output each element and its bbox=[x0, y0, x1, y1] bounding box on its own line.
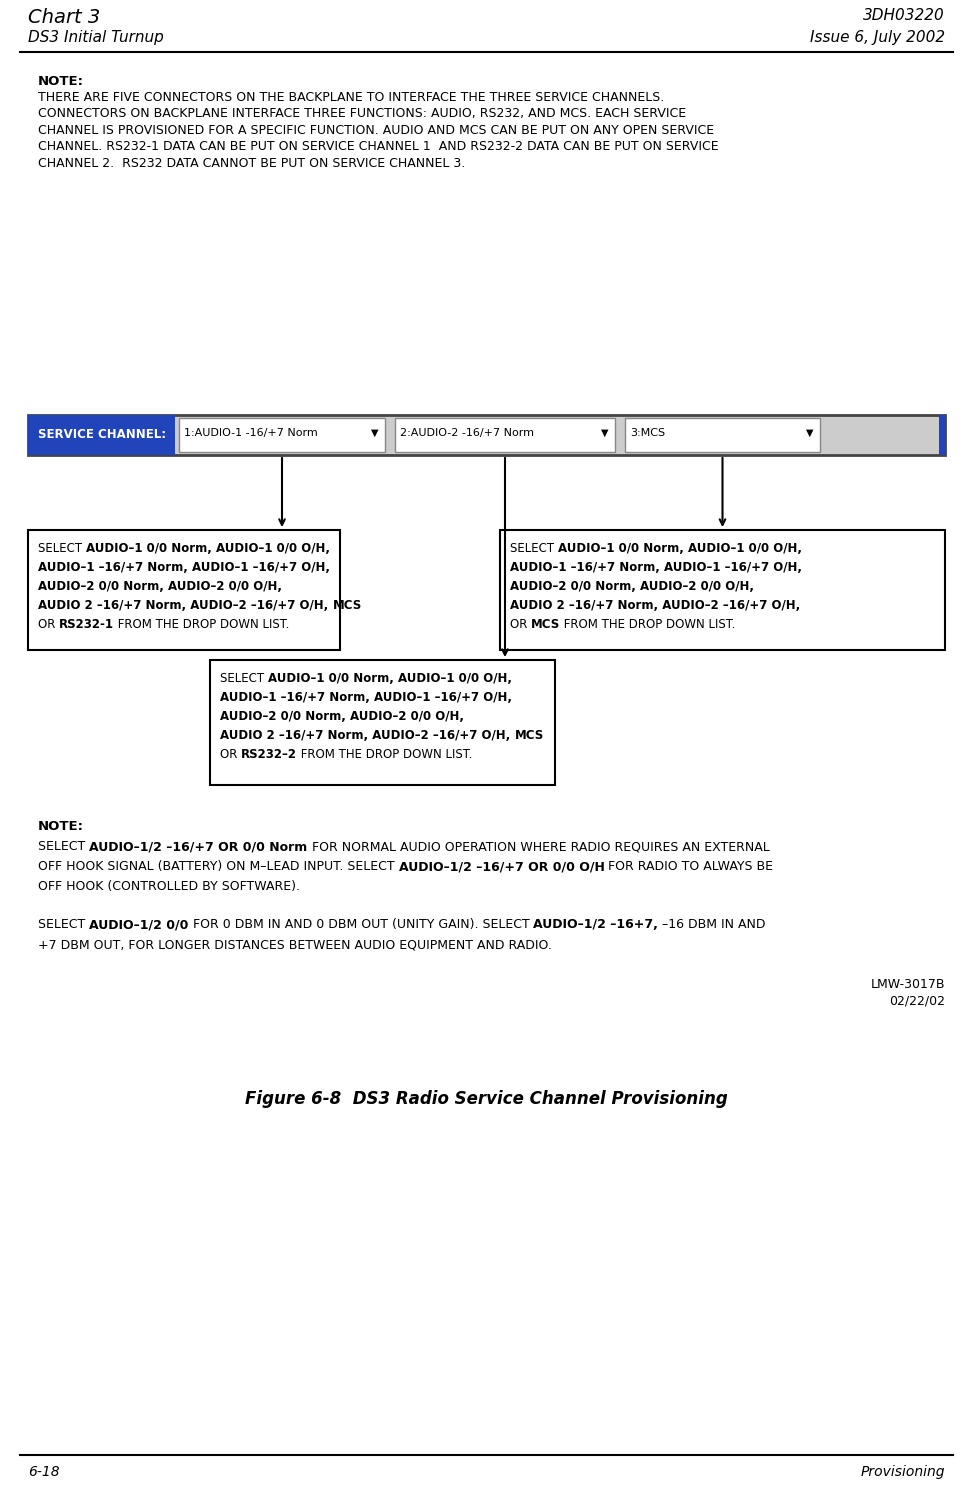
Text: FOR 0 DBM IN AND 0 DBM OUT (UNITY GAIN). SELECT: FOR 0 DBM IN AND 0 DBM OUT (UNITY GAIN).… bbox=[189, 918, 533, 932]
Text: FOR NORMAL AUDIO OPERATION WHERE RADIO REQUIRES AN EXTERNAL: FOR NORMAL AUDIO OPERATION WHERE RADIO R… bbox=[307, 841, 770, 853]
Text: OR: OR bbox=[220, 748, 241, 761]
Text: AUDIO 2 –16/+7 Norm, AUDIO–2 –16/+7 O/H,: AUDIO 2 –16/+7 Norm, AUDIO–2 –16/+7 O/H, bbox=[510, 599, 800, 612]
Text: 2:AUDIO-2 -16/+7 Norm: 2:AUDIO-2 -16/+7 Norm bbox=[400, 428, 534, 437]
Text: FROM THE DROP DOWN LIST.: FROM THE DROP DOWN LIST. bbox=[114, 618, 290, 632]
Text: +7 DBM OUT, FOR LONGER DISTANCES BETWEEN AUDIO EQUIPMENT AND RADIO.: +7 DBM OUT, FOR LONGER DISTANCES BETWEEN… bbox=[38, 938, 552, 951]
Text: AUDIO–1 –16/+7 Norm, AUDIO–1 –16/+7 O/H,: AUDIO–1 –16/+7 Norm, AUDIO–1 –16/+7 O/H, bbox=[38, 561, 330, 573]
Text: ▼: ▼ bbox=[601, 428, 608, 437]
Bar bbox=[625, 418, 820, 452]
Text: AUDIO–1 –16/+7 Norm, AUDIO–1 –16/+7 O/H,: AUDIO–1 –16/+7 Norm, AUDIO–1 –16/+7 O/H, bbox=[510, 561, 802, 573]
Text: AUDIO–1/2 –16/+7 OR 0/0 Norm: AUDIO–1/2 –16/+7 OR 0/0 Norm bbox=[90, 841, 307, 853]
Text: SELECT: SELECT bbox=[510, 542, 558, 555]
Text: THERE ARE FIVE CONNECTORS ON THE BACKPLANE TO INTERFACE THE THREE SERVICE CHANNE: THERE ARE FIVE CONNECTORS ON THE BACKPLA… bbox=[38, 91, 719, 170]
Text: MCS: MCS bbox=[333, 599, 362, 612]
Text: OR: OR bbox=[510, 618, 531, 632]
Bar bbox=[500, 530, 945, 649]
Text: SERVICE CHANNEL:: SERVICE CHANNEL: bbox=[38, 428, 166, 440]
Text: SELECT: SELECT bbox=[38, 542, 86, 555]
Text: SELECT: SELECT bbox=[38, 841, 90, 853]
Text: AUDIO–1 0/0 Norm, AUDIO–1 0/0 O/H,: AUDIO–1 0/0 Norm, AUDIO–1 0/0 O/H, bbox=[268, 672, 512, 685]
Text: OFF HOOK (CONTROLLED BY SOFTWARE).: OFF HOOK (CONTROLLED BY SOFTWARE). bbox=[38, 879, 300, 893]
Text: MCS: MCS bbox=[515, 729, 544, 742]
Text: AUDIO–1/2 –16+7,: AUDIO–1/2 –16+7, bbox=[533, 918, 659, 932]
Bar bbox=[939, 415, 945, 455]
Text: SELECT: SELECT bbox=[38, 918, 90, 932]
Text: RS232–2: RS232–2 bbox=[241, 748, 297, 761]
Bar bbox=[395, 418, 615, 452]
Text: SELECT: SELECT bbox=[220, 672, 268, 685]
Bar bbox=[28, 530, 340, 649]
Text: Issue 6, July 2002: Issue 6, July 2002 bbox=[810, 30, 945, 45]
Text: 3:MCS: 3:MCS bbox=[630, 428, 666, 437]
Text: AUDIO 2 –16/+7 Norm, AUDIO–2 –16/+7 O/H,: AUDIO 2 –16/+7 Norm, AUDIO–2 –16/+7 O/H, bbox=[38, 599, 333, 612]
Text: AUDIO–1/2 –16/+7 OR 0/0 O/H: AUDIO–1/2 –16/+7 OR 0/0 O/H bbox=[399, 860, 604, 873]
Text: LMW-3017B
02/22/02: LMW-3017B 02/22/02 bbox=[871, 978, 945, 1008]
Bar bbox=[28, 415, 34, 455]
Text: AUDIO–1 0/0 Norm, AUDIO–1 0/0 O/H,: AUDIO–1 0/0 Norm, AUDIO–1 0/0 O/H, bbox=[86, 542, 330, 555]
Bar bbox=[28, 415, 945, 455]
Text: Provisioning: Provisioning bbox=[860, 1465, 945, 1480]
Text: DS3 Initial Turnup: DS3 Initial Turnup bbox=[28, 30, 163, 45]
Text: FROM THE DROP DOWN LIST.: FROM THE DROP DOWN LIST. bbox=[560, 618, 736, 632]
Text: 3DH03220: 3DH03220 bbox=[863, 7, 945, 22]
Text: ▼: ▼ bbox=[371, 428, 378, 437]
Text: OFF HOOK SIGNAL (BATTERY) ON M–LEAD INPUT. SELECT: OFF HOOK SIGNAL (BATTERY) ON M–LEAD INPU… bbox=[38, 860, 399, 873]
Text: Figure 6-8  DS3 Radio Service Channel Provisioning: Figure 6-8 DS3 Radio Service Channel Pro… bbox=[245, 1090, 728, 1108]
Text: RS232-1: RS232-1 bbox=[59, 618, 114, 632]
Bar bbox=[210, 660, 555, 785]
Text: NOTE:: NOTE: bbox=[38, 75, 84, 88]
Bar bbox=[34, 415, 175, 455]
Text: OR: OR bbox=[38, 618, 59, 632]
Text: AUDIO–2 0/0 Norm, AUDIO–2 0/0 O/H,: AUDIO–2 0/0 Norm, AUDIO–2 0/0 O/H, bbox=[220, 711, 464, 723]
Text: AUDIO 2 –16/+7 Norm, AUDIO–2 –16/+7 O/H,: AUDIO 2 –16/+7 Norm, AUDIO–2 –16/+7 O/H, bbox=[220, 729, 515, 742]
Text: FROM THE DROP DOWN LIST.: FROM THE DROP DOWN LIST. bbox=[297, 748, 473, 761]
Text: 1:AUDIO-1 -16/+7 Norm: 1:AUDIO-1 -16/+7 Norm bbox=[184, 428, 318, 437]
Text: –16 DBM IN AND: –16 DBM IN AND bbox=[659, 918, 766, 932]
Text: AUDIO–2 0/0 Norm, AUDIO–2 0/0 O/H,: AUDIO–2 0/0 Norm, AUDIO–2 0/0 O/H, bbox=[38, 579, 282, 593]
Text: MCS: MCS bbox=[531, 618, 560, 632]
Text: 6-18: 6-18 bbox=[28, 1465, 59, 1480]
Text: NOTE:: NOTE: bbox=[38, 820, 84, 833]
Text: AUDIO–1/2 0/0: AUDIO–1/2 0/0 bbox=[90, 918, 189, 932]
Text: Chart 3: Chart 3 bbox=[28, 7, 100, 27]
Bar bbox=[179, 418, 385, 452]
Text: AUDIO–1 –16/+7 Norm, AUDIO–1 –16/+7 O/H,: AUDIO–1 –16/+7 Norm, AUDIO–1 –16/+7 O/H, bbox=[220, 691, 512, 705]
Text: FOR RADIO TO ALWAYS BE: FOR RADIO TO ALWAYS BE bbox=[604, 860, 774, 873]
Text: AUDIO–1 0/0 Norm, AUDIO–1 0/0 O/H,: AUDIO–1 0/0 Norm, AUDIO–1 0/0 O/H, bbox=[558, 542, 802, 555]
Text: ▼: ▼ bbox=[806, 428, 813, 437]
Text: AUDIO–2 0/0 Norm, AUDIO–2 0/0 O/H,: AUDIO–2 0/0 Norm, AUDIO–2 0/0 O/H, bbox=[510, 579, 754, 593]
